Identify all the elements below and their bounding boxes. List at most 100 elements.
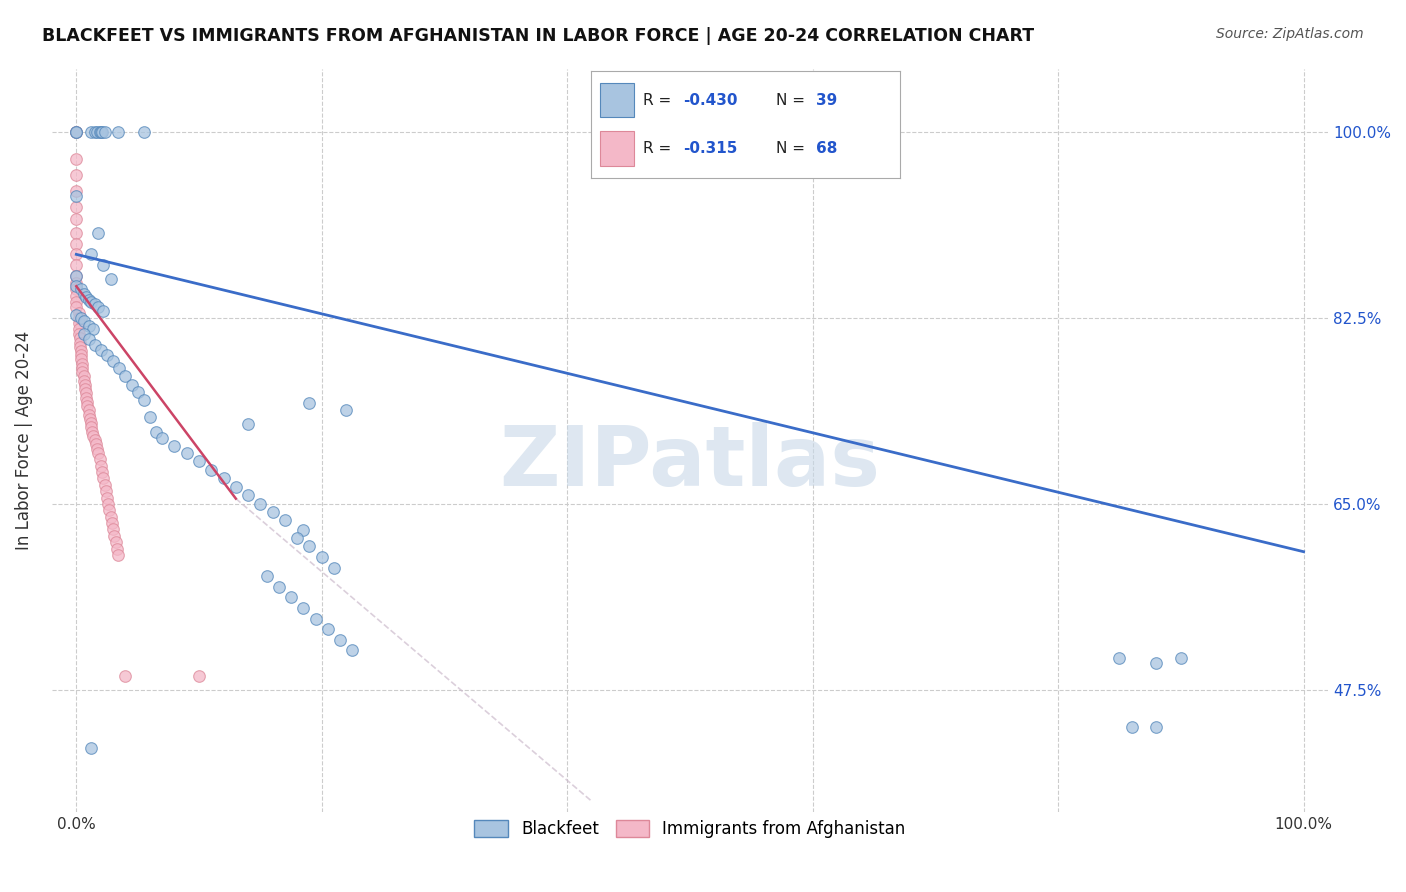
Point <box>298 396 321 410</box>
Point <box>94 484 117 499</box>
Point <box>316 622 339 636</box>
Point <box>69 335 91 350</box>
Point <box>89 125 111 139</box>
Point <box>105 541 128 556</box>
Point <box>65 268 87 283</box>
Point <box>89 452 111 467</box>
Text: -0.430: -0.430 <box>683 93 738 108</box>
Point <box>65 268 87 283</box>
Point <box>65 125 87 139</box>
Point <box>1108 651 1130 665</box>
Point <box>1121 720 1143 734</box>
Point <box>72 357 94 371</box>
Point <box>65 226 87 240</box>
Point <box>1144 657 1167 671</box>
Point <box>91 125 114 139</box>
Point <box>96 348 118 362</box>
Point <box>77 332 100 346</box>
Point <box>65 295 87 310</box>
Point <box>65 168 87 182</box>
Point <box>80 247 103 261</box>
Point <box>67 317 90 331</box>
Y-axis label: In Labor Force | Age 20-24: In Labor Force | Age 20-24 <box>15 331 32 549</box>
Legend: Blackfeet, Immigrants from Afghanistan: Blackfeet, Immigrants from Afghanistan <box>468 813 912 845</box>
Text: 68: 68 <box>817 141 838 156</box>
Point <box>101 353 124 368</box>
Point <box>73 369 96 384</box>
Point <box>80 125 103 139</box>
Point <box>77 293 100 307</box>
Point <box>114 369 136 384</box>
Point <box>285 531 308 545</box>
Point <box>200 463 222 477</box>
Point <box>65 276 87 290</box>
Point <box>65 279 87 293</box>
Point <box>145 425 167 439</box>
Point <box>80 295 103 310</box>
Point <box>280 591 302 605</box>
Point <box>65 236 87 251</box>
Point <box>90 458 112 473</box>
Point <box>65 247 87 261</box>
Point <box>65 125 87 139</box>
Text: R =: R = <box>643 141 676 156</box>
Point <box>256 569 278 583</box>
Point <box>67 321 90 335</box>
Point <box>73 314 96 328</box>
Point <box>127 385 149 400</box>
Point <box>292 601 315 615</box>
Point <box>90 343 112 357</box>
Point <box>79 412 101 426</box>
Point <box>212 471 235 485</box>
Point <box>65 212 87 227</box>
Point <box>73 326 96 341</box>
Point <box>82 429 104 443</box>
Point <box>163 438 186 452</box>
Point <box>65 152 87 166</box>
Point <box>139 409 162 424</box>
Point <box>108 361 131 376</box>
Point <box>236 488 259 502</box>
Point <box>65 282 87 296</box>
Point <box>72 361 94 376</box>
Point <box>292 524 315 538</box>
Point <box>69 331 91 345</box>
Point <box>65 189 87 203</box>
Point <box>329 632 352 647</box>
Point <box>267 580 290 594</box>
Point <box>70 348 93 362</box>
Point <box>72 365 94 379</box>
Point <box>76 399 98 413</box>
Point <box>274 513 297 527</box>
Point <box>80 416 103 430</box>
Point <box>188 454 211 468</box>
Point <box>65 200 87 214</box>
Point <box>93 125 115 139</box>
Point <box>90 125 112 139</box>
Point <box>98 503 121 517</box>
Point <box>107 125 129 139</box>
Point <box>69 340 91 354</box>
Point <box>335 403 357 417</box>
Point <box>132 125 155 139</box>
Point <box>65 289 87 303</box>
Point <box>83 433 105 447</box>
Point <box>298 540 321 554</box>
Text: 39: 39 <box>817 93 838 108</box>
Text: BLACKFEET VS IMMIGRANTS FROM AFGHANISTAN IN LABOR FORCE | AGE 20-24 CORRELATION : BLACKFEET VS IMMIGRANTS FROM AFGHANISTAN… <box>42 27 1035 45</box>
Point <box>87 446 110 460</box>
Point <box>80 741 103 756</box>
Point <box>65 184 87 198</box>
Text: R =: R = <box>643 93 676 108</box>
Point <box>91 471 114 485</box>
Point <box>311 549 333 564</box>
Point <box>73 374 96 388</box>
Point <box>83 125 105 139</box>
Text: ZIPatlas: ZIPatlas <box>499 422 880 503</box>
Point <box>100 509 122 524</box>
Point <box>1170 651 1192 665</box>
Point <box>70 311 93 326</box>
Point <box>82 425 104 439</box>
Point <box>73 286 96 301</box>
Point <box>262 505 284 519</box>
